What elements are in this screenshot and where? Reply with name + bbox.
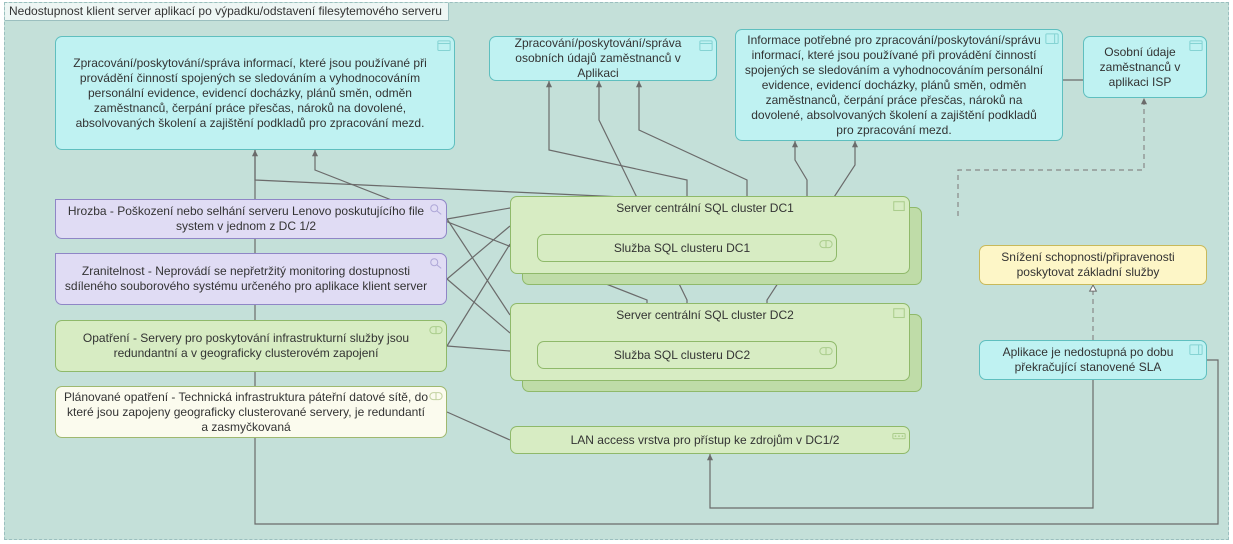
node-ctrl1: Opatření - Servery pro poskytování infra…: [55, 320, 447, 372]
node-label: Opatření - Servery pro poskytování infra…: [64, 331, 428, 361]
node-label: Zpracování/poskytování/správa informací,…: [64, 56, 436, 131]
node-label: Služba SQL clusteru DC2: [614, 348, 750, 363]
pill-icon: [819, 238, 833, 250]
node-label: Zpracování/poskytování/správa osobních ú…: [498, 36, 698, 81]
node-threat: Hrozba - Poškození nebo selhání serveru …: [55, 199, 447, 239]
node-svc2: Zpracování/poskytování/správa osobních ú…: [489, 36, 717, 81]
window-icon: [437, 40, 451, 52]
node-label: Server centrální SQL cluster DC2: [616, 308, 794, 323]
tag-icon: [1189, 344, 1203, 356]
node-sql2: Služba SQL clusteru DC2: [537, 341, 837, 369]
node-label: Server centrální SQL cluster DC1: [616, 201, 794, 216]
box-icon: [892, 200, 906, 212]
box-icon: [892, 307, 906, 319]
diagram-canvas: Nedostupnost klient server aplikací po v…: [0, 0, 1233, 544]
node-label: Služba SQL clusteru DC1: [614, 241, 750, 256]
window-icon: [699, 40, 713, 52]
node-impact: Snížení schopnosti/připravenosti poskyto…: [979, 245, 1207, 285]
lens-icon: [429, 203, 443, 215]
node-label: Snížení schopnosti/připravenosti poskyto…: [988, 250, 1188, 280]
tag-icon: [1045, 33, 1059, 45]
pill-icon: [429, 324, 443, 336]
window-icon: [1189, 40, 1203, 52]
node-sla: Aplikace je nedostupná po dobu překračuj…: [979, 340, 1207, 380]
node-vuln: Zranitelnost - Neprovádí se nepřetržitý …: [55, 253, 447, 305]
diagram-title: Nedostupnost klient server aplikací po v…: [5, 3, 449, 21]
node-label: LAN access vrstva pro přístup ke zdrojům…: [571, 433, 840, 448]
node-pii: Osobní údaje zaměstnanců v aplikaci ISP: [1083, 36, 1207, 98]
node-sql1: Služba SQL clusteru DC1: [537, 234, 837, 262]
node-info: Informace potřebné pro zpracování/poskyt…: [735, 29, 1063, 141]
node-lan: LAN access vrstva pro přístup ke zdrojům…: [510, 426, 910, 454]
pill-icon: [819, 345, 833, 357]
node-label: Hrozba - Poškození nebo selhání serveru …: [64, 204, 428, 234]
node-label: Aplikace je nedostupná po dobu překračuj…: [988, 345, 1188, 375]
node-svc1: Zpracování/poskytování/správa informací,…: [55, 36, 455, 150]
node-label: Zranitelnost - Neprovádí se nepřetržitý …: [64, 264, 428, 294]
node-label: Plánované opatření - Technická infrastru…: [64, 390, 428, 435]
node-ctrl2: Plánované opatření - Technická infrastru…: [55, 386, 447, 438]
lens-icon: [429, 257, 443, 269]
node-label: Osobní údaje zaměstnanců v aplikaci ISP: [1092, 45, 1188, 90]
node-label: Informace potřebné pro zpracování/poskyt…: [744, 33, 1044, 138]
pill-icon: [429, 390, 443, 402]
net-icon: [892, 430, 906, 442]
